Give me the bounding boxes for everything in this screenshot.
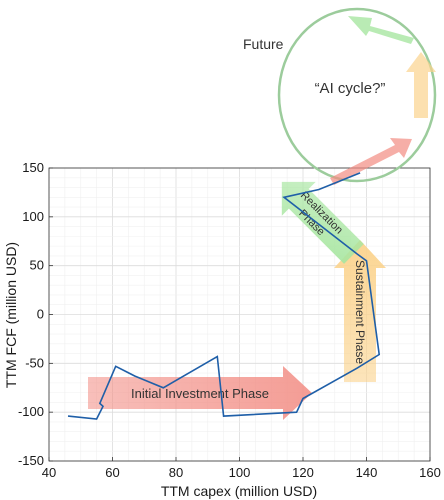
x-tick-label: 100 [229, 465, 251, 480]
sustainment-arrow: Sustainment Phase [334, 240, 386, 382]
future-label: Future [243, 36, 284, 52]
ai-cycle-label: “AI cycle?” [315, 80, 386, 97]
y-tick-label: -50 [25, 355, 44, 370]
initial-investment-label: Initial Investment Phase [131, 386, 269, 401]
x-tick-label: 80 [169, 465, 183, 480]
sustainment-label: Sustainment Phase [353, 260, 367, 364]
y-tick-label: -100 [18, 404, 44, 419]
y-tick-label: 100 [22, 209, 44, 224]
future-circle: “AI cycle?” [277, 7, 437, 185]
x-tick-label: 160 [419, 465, 441, 480]
y-tick-label: 50 [30, 258, 44, 273]
x-tick-label: 120 [292, 465, 314, 480]
x-tick-label: 40 [42, 465, 56, 480]
ticks: 40 60 80 100 120 140 160 -150 -100 -50 0 50 100 150 [18, 160, 441, 480]
x-axis-label: TTM capex (million USD) [161, 483, 317, 499]
series-line [67, 172, 381, 420]
x-tick-label: 140 [356, 465, 378, 480]
x-tick-label: 60 [105, 465, 119, 480]
y-tick-label: -150 [18, 453, 44, 468]
y-axis-label: TTM FCF (million USD) [3, 242, 19, 388]
series-layer [67, 172, 381, 420]
y-tick-label: 150 [22, 160, 44, 175]
y-tick-label: 0 [37, 307, 44, 322]
